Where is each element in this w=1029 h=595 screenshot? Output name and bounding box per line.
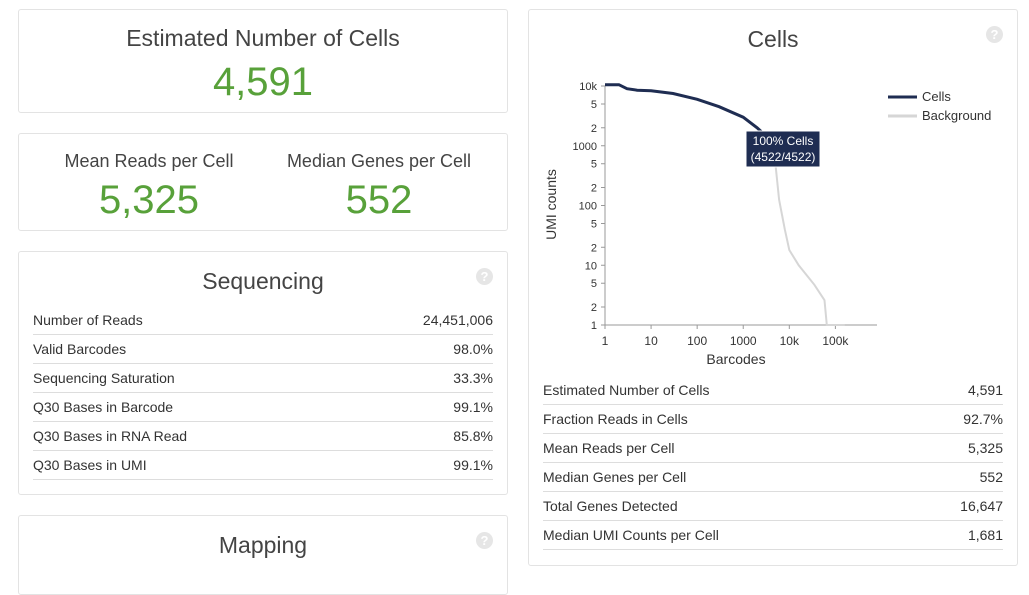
row-value: 99.1% xyxy=(453,457,493,473)
row-value: 92.7% xyxy=(963,411,1003,427)
big-number: 552 xyxy=(345,178,413,222)
table-row: Total Genes Detected 16,647 xyxy=(543,492,1003,521)
row-value: 85.8% xyxy=(453,428,493,444)
row-label: Q30 Bases in UMI xyxy=(33,457,147,473)
row-label: Median Genes per Cell xyxy=(543,469,687,485)
row-label: Mean Reads per Cell xyxy=(543,440,675,456)
row-label: Total Genes Detected xyxy=(543,498,678,514)
row-label: Sequencing Saturation xyxy=(33,370,175,386)
row-value: 33.3% xyxy=(453,370,493,386)
table-row: Q30 Bases in UMI 99.1% xyxy=(33,451,493,480)
mapping-card: Mapping ? xyxy=(18,515,508,595)
row-label: Number of Reads xyxy=(33,312,143,328)
row-label: Fraction Reads in Cells xyxy=(543,411,688,427)
table-row: Q30 Bases in Barcode 99.1% xyxy=(33,393,493,422)
card-label: Estimated Number of Cells xyxy=(126,25,400,51)
row-value: 16,647 xyxy=(960,498,1003,514)
reads-genes-card: Mean Reads per Cell 5,325 Median Genes p… xyxy=(18,133,508,231)
row-label: Median UMI Counts per Cell xyxy=(543,527,719,543)
row-value: 24,451,006 xyxy=(422,312,493,328)
card-label: Median Genes per Cell xyxy=(286,151,472,171)
help-icon[interactable]: ? xyxy=(476,532,493,549)
big-number: 4,591 xyxy=(212,60,314,104)
table-row: Q30 Bases in RNA Read 85.8% xyxy=(33,422,493,451)
big-number: 5,325 xyxy=(98,178,200,222)
row-value: 5,325 xyxy=(967,440,1003,456)
sequencing-card: Sequencing ? Number of Reads 24,451,006 Va… xyxy=(18,251,508,495)
row-label: Q30 Bases in Barcode xyxy=(33,399,174,415)
row-label: Valid Barcodes xyxy=(33,341,127,357)
card-title: Cells xyxy=(747,26,799,52)
help-icon[interactable]: ? xyxy=(986,26,1003,43)
help-icon[interactable]: ? xyxy=(476,268,493,285)
row-value: 98.0% xyxy=(453,341,493,357)
card-title: Sequencing xyxy=(202,268,324,294)
table-row: Estimated Number of Cells 4,591 xyxy=(543,376,1003,405)
table-row: Mean Reads per Cell 5,325 xyxy=(543,434,1003,463)
row-value: 552 xyxy=(979,469,1003,485)
page: Estimated Number of Cells 4,591 Mean Rea… xyxy=(18,9,1018,595)
table-row: Valid Barcodes 98.0% xyxy=(33,335,493,364)
table-row: Median UMI Counts per Cell 1,681 xyxy=(543,521,1003,550)
estimated-cells-card: Estimated Number of Cells 4,591 xyxy=(18,9,508,113)
table-row: Median Genes per Cell 552 xyxy=(543,463,1003,492)
card-title: Mapping xyxy=(218,532,308,558)
table-row: Number of Reads 24,451,006 xyxy=(33,306,493,335)
row-value: 99.1% xyxy=(453,399,493,415)
table-row: Sequencing Saturation 33.3% xyxy=(33,364,493,393)
row-value: 1,681 xyxy=(967,527,1003,543)
cells-card: Cells ? Estimated Number of Cells 4,591 Fr… xyxy=(528,9,1018,566)
row-value: 4,591 xyxy=(967,382,1003,398)
table-row: Fraction Reads in Cells 92.7% xyxy=(543,405,1003,434)
card-label: Mean Reads per Cell xyxy=(64,151,234,171)
row-label: Q30 Bases in RNA Read xyxy=(33,428,188,444)
row-label: Estimated Number of Cells xyxy=(543,382,710,398)
